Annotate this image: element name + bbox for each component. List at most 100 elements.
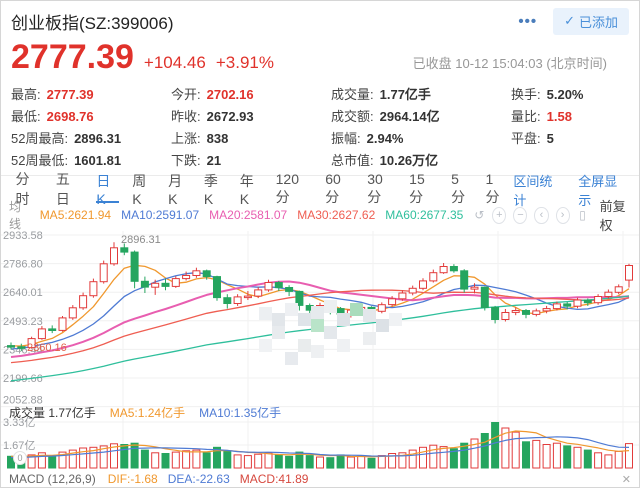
- prev-icon[interactable]: ‹: [534, 206, 549, 224]
- stats-column-4: 换手: 5.20% 量比: 1.58 平盘: 5: [511, 84, 639, 175]
- tab-15分[interactable]: 15分: [409, 170, 425, 205]
- stats-column-2: 今开: 2702.16 昨收: 2672.93 上涨: 838 下跌: 21: [171, 84, 331, 175]
- svg-text:2933.58: 2933.58: [3, 230, 43, 242]
- undo-icon[interactable]: ↺: [474, 208, 485, 222]
- stat-label: 成交量:: [331, 87, 374, 102]
- ma20-legend: MA20:2581.07: [209, 208, 288, 222]
- link-全屏显示[interactable]: 全屏显示: [578, 173, 618, 208]
- volume-legend-row: 成交量 1.77亿手 MA5:1.24亿手 MA10:1.35亿手: [9, 404, 281, 421]
- market-status: 已收盘 10-12 15:04:03 (北京时间): [412, 56, 607, 71]
- zoom-out-icon[interactable]: −: [513, 206, 528, 224]
- stat-row: 52周最高: 2896.31: [11, 128, 171, 150]
- stat-value: 10.26万亿: [379, 153, 439, 168]
- svg-text:0: 0: [17, 453, 22, 463]
- stat-value: 1601.81: [74, 153, 122, 168]
- stat-label: 最低:: [11, 109, 41, 124]
- zoom-in-icon[interactable]: +: [492, 206, 507, 224]
- stats-column-3: 成交量: 1.77亿手成交额: 2964.14亿振幅: 2.94% 总市值: 10.26万…: [331, 84, 511, 175]
- adjust-mode-label[interactable]: 前复权: [599, 199, 626, 233]
- page-title: 创业板指(SZ:399006): [11, 13, 174, 33]
- stat-row: 总市值: 10.26万亿: [331, 150, 511, 172]
- svg-text:1.67亿: 1.67亿: [3, 439, 35, 452]
- ma30-legend: MA30:2627.62: [297, 208, 376, 222]
- tab-分时[interactable]: 分时: [15, 170, 30, 207]
- stat-label: 量比:: [511, 109, 541, 124]
- tab-5分[interactable]: 5分: [451, 170, 466, 205]
- stat-value: 2698.76: [46, 109, 94, 124]
- stats-column-1: 最高: 2777.39 最低: 2698.76 52周最高: 2896.31 52周最低: 1…: [11, 84, 171, 175]
- svg-text:2786.80: 2786.80: [3, 259, 43, 271]
- tab-五日[interactable]: 五日: [55, 170, 70, 207]
- tab-1分[interactable]: 1分: [485, 170, 500, 205]
- macd-value: MACD:41.89: [239, 472, 309, 486]
- tab-120分[interactable]: 120分: [275, 170, 299, 205]
- stat-value: 838: [206, 131, 229, 146]
- more-menu-icon[interactable]: •••: [518, 12, 538, 30]
- ma-legend-title: 均线: [9, 200, 22, 231]
- stat-row: 52周最低: 1601.81: [11, 150, 171, 172]
- tab-bar-links: 区间统计 全屏显示: [513, 171, 629, 209]
- macd-params-label[interactable]: MACD (12,26,9): [9, 472, 96, 486]
- stat-value: 21: [206, 153, 222, 168]
- last-price: 2777.39: [11, 38, 134, 76]
- svg-text:2360.16: 2360.16: [27, 342, 67, 354]
- phone-icon[interactable]: ▯: [579, 208, 586, 222]
- stat-row: 换手: 5.20%: [511, 84, 639, 106]
- stat-label: 振幅:: [331, 131, 361, 146]
- stat-label: 成交额:: [331, 109, 374, 124]
- header-actions: ••• ✓ 已添加: [518, 7, 629, 35]
- tab-周K[interactable]: 周K: [132, 172, 147, 207]
- kline-chart[interactable]: 2933.582786.802640.012493.232346.442199.…: [1, 227, 639, 471]
- svg-text:3.33亿: 3.33亿: [3, 416, 35, 429]
- volume-label: 成交量 1.77亿手: [9, 406, 96, 420]
- stat-label: 平盘:: [511, 131, 541, 146]
- stat-row: 今开: 2702.16: [171, 84, 331, 106]
- volume-ma10-label: MA10:1.35亿手: [199, 406, 282, 420]
- header: 创业板指(SZ:399006) ••• ✓ 已添加: [1, 1, 639, 35]
- stat-value: 5: [546, 131, 554, 146]
- stat-label: 下跌:: [171, 153, 201, 168]
- price-change: +104.46: [143, 53, 206, 72]
- tab-30分[interactable]: 30分: [367, 170, 383, 205]
- chart-area: 2933.58 2786.80 2640.01 2493.23 2346.44 2199.…: [1, 227, 639, 471]
- tab-季K[interactable]: 季K: [203, 172, 218, 207]
- stat-row: 昨收: 2672.93: [171, 106, 331, 128]
- tab-日K[interactable]: 日K: [96, 173, 120, 207]
- stat-row: 振幅: 2.94%: [331, 128, 511, 150]
- close-icon[interactable]: ✕: [621, 473, 631, 486]
- stat-row: 平盘: 5: [511, 128, 639, 150]
- added-button[interactable]: ✓ 已添加: [553, 7, 629, 35]
- stat-row: 下跌: 21: [171, 150, 331, 172]
- ma-legend-items: MA5:2621.94 MA10:2591.07 MA20:2581.07 MA30:…: [40, 208, 474, 222]
- dea-value: DEA:-22.63: [167, 472, 230, 486]
- stat-value: 2672.93: [206, 109, 254, 124]
- stat-label: 上涨:: [171, 131, 201, 146]
- volume-ma5-label: MA5:1.24亿手: [109, 406, 186, 420]
- chart-toolbar: ↺ + − ‹ › ▯ 前复权: [473, 196, 631, 234]
- stat-label: 最高:: [11, 87, 41, 102]
- link-区间统计[interactable]: 区间统计: [513, 173, 553, 208]
- stat-row: 成交量: 1.77亿手: [331, 84, 511, 106]
- stat-value: 2964.14亿: [379, 109, 440, 124]
- stat-label: 换手:: [511, 87, 541, 102]
- svg-text:2493.23: 2493.23: [3, 316, 43, 328]
- ma-legend-row: 均线 MA5:2621.94 MA10:2591.07 MA20:2581.07 MA…: [1, 199, 639, 233]
- stat-row: 成交额: 2964.14亿: [331, 106, 511, 128]
- stat-label: 昨收:: [171, 109, 201, 124]
- added-button-label: 已添加: [578, 14, 618, 30]
- stat-value: 1.58: [546, 109, 572, 124]
- stat-value: 2896.31: [74, 131, 122, 146]
- next-icon[interactable]: ›: [555, 206, 570, 224]
- tab-60分[interactable]: 60分: [325, 170, 341, 205]
- stat-label: 今开:: [171, 87, 201, 102]
- stat-value: 5.20%: [546, 87, 584, 102]
- ma60-legend: MA60:2677.35: [385, 208, 464, 222]
- stat-value: 2702.16: [206, 87, 254, 102]
- stat-label: 总市值:: [331, 153, 374, 168]
- tab-月K[interactable]: 月K: [168, 172, 183, 207]
- svg-text:2640.01: 2640.01: [3, 287, 43, 299]
- stat-label: 52周最高:: [11, 131, 69, 146]
- svg-text:2052.88: 2052.88: [3, 395, 43, 407]
- tab-年K[interactable]: 年K: [239, 172, 254, 207]
- price-change-pct: +3.91%: [215, 53, 274, 72]
